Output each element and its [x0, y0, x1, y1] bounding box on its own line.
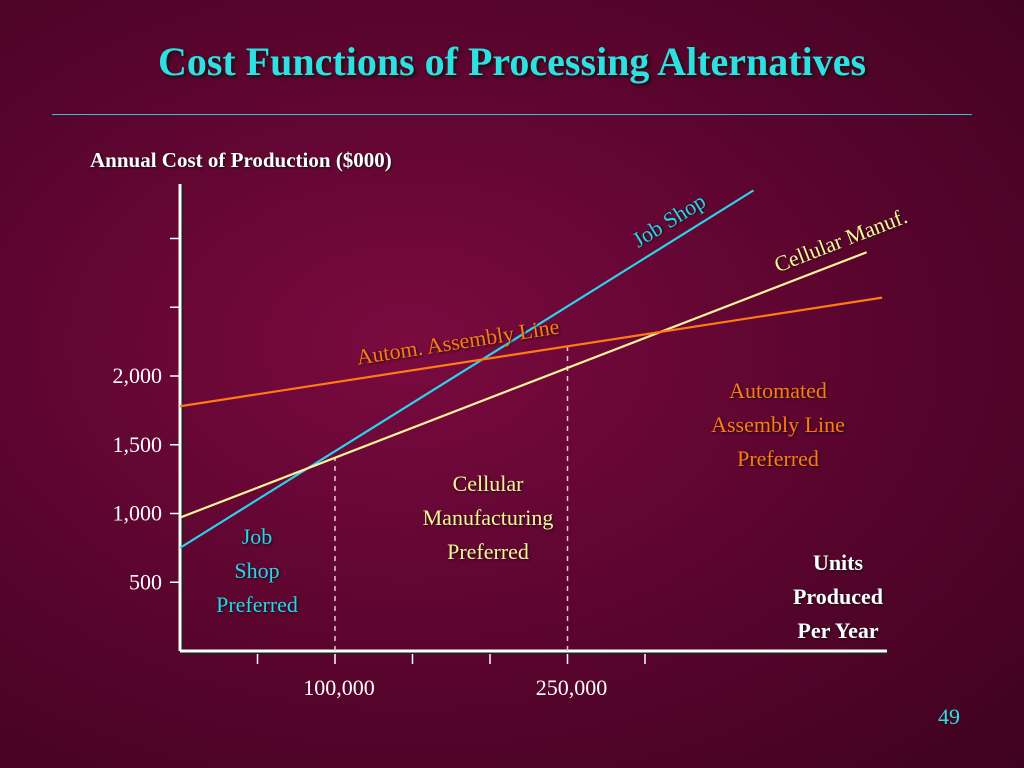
region-label-automated: Automated [729, 378, 827, 403]
y-tick-label: 1,500 [113, 432, 163, 457]
region-label-job-shop: Job [242, 524, 273, 549]
series-lines [179, 189, 883, 549]
y-axis-title: Annual Cost of Production ($000) [90, 148, 392, 172]
region-label-job-shop: Shop [234, 558, 279, 583]
region-label-automated: Preferred [737, 446, 819, 471]
x-tick-label: 100,000 [303, 675, 375, 700]
chart-axes [170, 184, 889, 664]
y-tick-label: 2,000 [113, 363, 163, 388]
series-line-automated [179, 296, 883, 408]
region-label-cellular: Cellular [453, 471, 525, 496]
series-label-cellular: Cellular Manuf. [771, 203, 911, 277]
region-label-job-shop: Preferred [216, 592, 298, 617]
breakeven-guides [334, 346, 569, 651]
series-line-job-shop [179, 189, 755, 549]
region-label-cellular: Preferred [447, 539, 529, 564]
tick-labels: 500 1,000 1,500 2,000 100,000 250,000 [113, 363, 608, 700]
region-labels: Job Shop Preferred Cellular Manufacturing Pre… [216, 378, 883, 643]
x-axis-title: Units [813, 550, 864, 575]
series-line-cellular [179, 251, 868, 519]
region-label-cellular: Manufacturing [423, 505, 554, 530]
slide-title: Cost Functions of Processing Alternative… [157, 39, 867, 84]
region-label-automated: Assembly Line [711, 412, 845, 437]
page-number: 49 [938, 704, 960, 729]
x-tick-label: 250,000 [536, 675, 608, 700]
y-tick-label: 1,000 [113, 501, 163, 526]
series-label-automated: Autom. Assembly Line [355, 314, 561, 370]
x-axis-title: Per Year [797, 618, 878, 643]
y-tick-label: 500 [129, 569, 162, 594]
title-divider [52, 114, 972, 115]
x-axis-title: Produced [793, 584, 883, 609]
